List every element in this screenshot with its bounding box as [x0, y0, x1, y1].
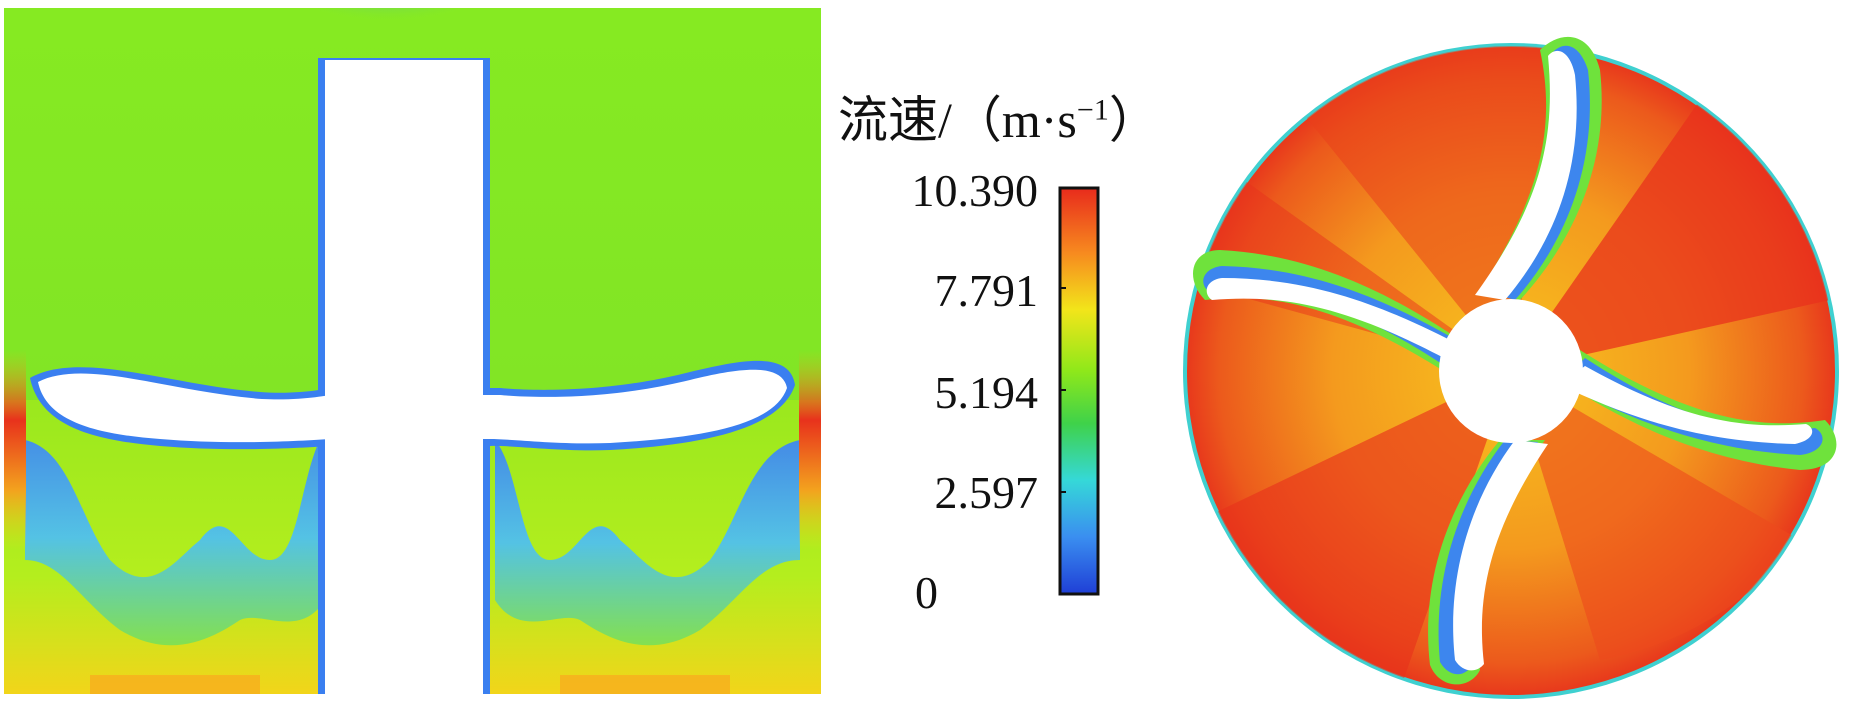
colorbar-tick-max: 10.390 — [911, 165, 1039, 216]
colorbar — [1058, 186, 1100, 596]
legend-title-exponent: −1 — [1076, 93, 1109, 127]
top-view-contour — [1183, 36, 1839, 699]
legend-title-text: 流速/（m·s — [838, 92, 1077, 148]
colorbar-tick-3: 5.194 — [934, 367, 1039, 418]
colorbar-tick-2: 7.791 — [934, 265, 1039, 316]
impeller-blades — [1193, 36, 1837, 685]
colorbar-tick-4: 2.597 — [934, 467, 1039, 518]
legend-title: 流速/（m·s−1） — [838, 80, 1159, 152]
colorbar-tick-min: 0 — [915, 567, 938, 618]
side-view-contour — [4, 8, 821, 694]
legend-title-close: ） — [1108, 92, 1159, 148]
